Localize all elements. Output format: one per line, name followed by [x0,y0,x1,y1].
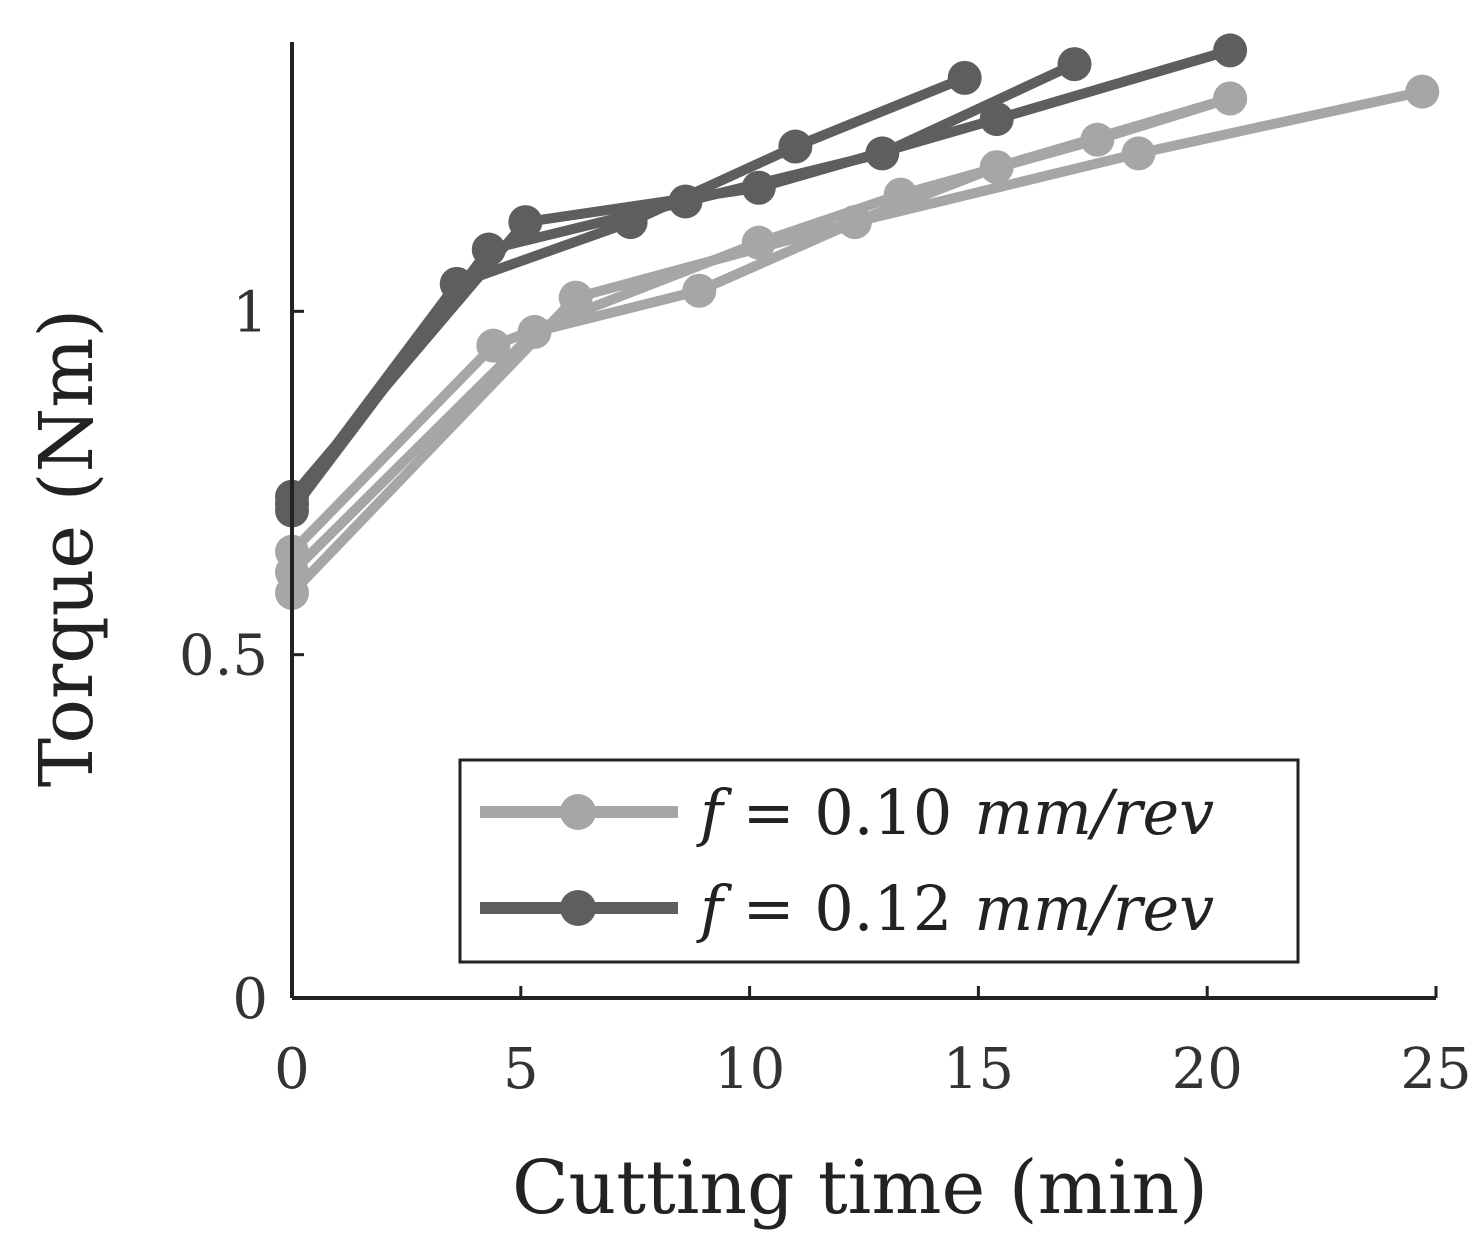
series-2-point [668,184,703,219]
x-tick-label: 15 [943,1037,1014,1102]
x-tick-label: 5 [503,1037,539,1102]
series-2-point [741,170,776,205]
series-2-point [439,266,474,301]
series-1-point [1213,81,1248,116]
legend-label-series-1: f = 0.10 mm/rev [696,776,1214,849]
x-axis-label: Cutting time (min) [512,1145,1208,1231]
series-2-point [1057,47,1092,82]
series-1-point [837,205,872,240]
legend-equals: = [723,872,814,945]
legend-equals: = [723,776,814,849]
legend: f = 0.10 mm/rev f = 0.12 mm/rev [458,758,1300,964]
series-1-point [517,314,552,349]
y-tick-label: 1 [232,280,268,345]
y-tick-label: 0 [232,967,268,1032]
series-2-point [778,129,813,164]
x-tick-label: 10 [714,1037,785,1102]
legend-value: 0.12 [814,872,952,945]
series-1-point [682,273,717,308]
legend-unit: mm/rev [974,776,1214,849]
series-2-point [471,232,506,267]
series-2-point [979,102,1014,137]
series-1-point [741,225,776,260]
legend-value: 0.10 [814,776,952,849]
legend-label-series-2: f = 0.12 mm/rev [696,872,1214,945]
legend-box [458,758,1300,964]
series-2-point [865,136,900,171]
y-axis-label: Torque (Nm) [24,309,110,788]
series-1-run-2-line [287,93,1236,578]
series-1-point [1405,74,1440,109]
series-1-point [558,280,593,315]
series-1-run-3-line [287,86,1428,598]
x-tick-label: 25 [1400,1037,1471,1102]
series-2-point [1213,33,1248,68]
series-1-point [476,328,511,363]
legend-marker-series-1 [560,794,596,830]
series-1 [275,74,1440,610]
series-1-point [1121,136,1156,171]
series-1-point [979,150,1014,185]
legend-marker-series-2 [560,890,596,926]
series-layer [275,33,1440,610]
series-2-point [508,205,543,240]
series-2-point [613,205,648,240]
series-1-point [883,177,918,212]
x-tick-label: 0 [274,1037,310,1102]
ticks-layer: 0 5 10 15 20 25 0 0.5 1 [179,280,1472,1102]
x-tick-label: 20 [1172,1037,1243,1102]
series-1-point [1080,122,1115,157]
y-tick-label: 0.5 [179,624,268,689]
series-2 [275,33,1248,528]
series-2-point [947,60,982,95]
legend-unit: mm/rev [974,872,1214,945]
